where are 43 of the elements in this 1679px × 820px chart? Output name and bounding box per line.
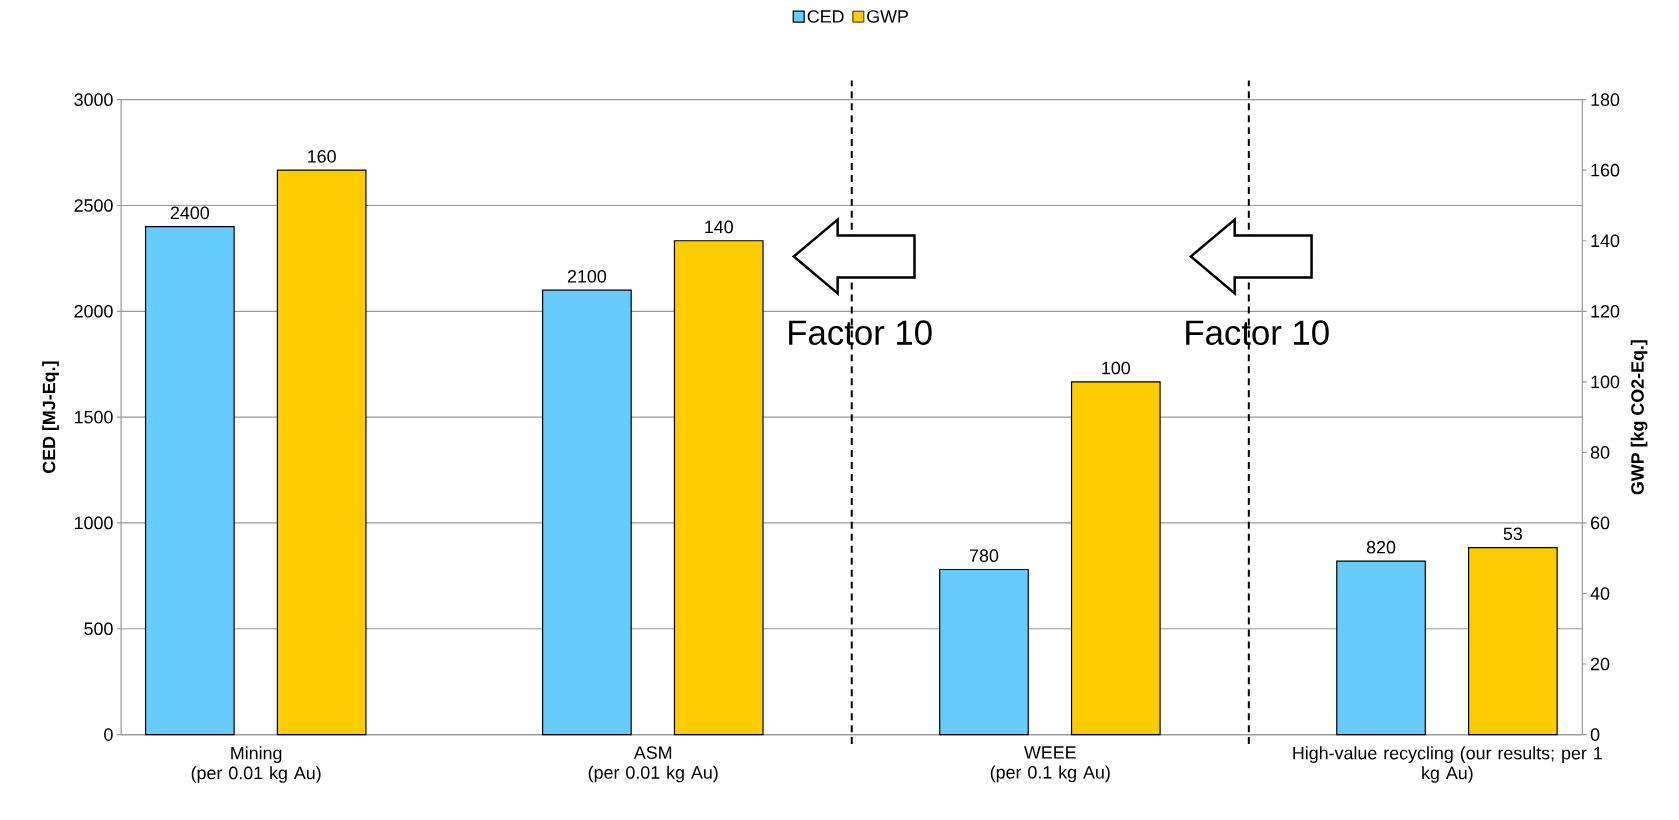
bar (1070, 381, 1161, 736)
bar (542, 289, 632, 736)
data-label: 780 (969, 549, 999, 562)
bar (1468, 546, 1558, 736)
y-axis-title: CED [MJ-Eq.] (42, 361, 59, 473)
data-label: 100 (1102, 361, 1131, 375)
bar (939, 568, 1029, 736)
y2-tick-label: 120 (1591, 304, 1620, 318)
bar (276, 169, 367, 736)
y2-tick-label: 60 (1591, 516, 1610, 530)
y2-tick-label: 80 (1590, 445, 1610, 459)
data-label: 2400 (170, 206, 210, 220)
data-label: 160 (308, 149, 336, 163)
x-tick-label: WEEE (per 0.1 kg Au) (990, 746, 1110, 783)
legend-label: GWP (867, 9, 908, 23)
y-tick-label: 2000 (74, 304, 113, 318)
y-tick-label: 2500 (74, 199, 113, 212)
y-tick-label: 0 (104, 728, 113, 741)
x-tick-label: Mining (per 0.01 kg Au) (191, 746, 321, 783)
y-tick-label: 500 (84, 622, 113, 635)
legend-label: CED (807, 9, 844, 23)
y-tick-label: 1500 (74, 410, 113, 424)
y2-tick-label: 180 (1591, 93, 1620, 106)
y2-axis-title: GWP [kg CO2-Eq.] (1630, 340, 1648, 495)
x-tick-label: High-value recycling (our results; per 1 kg Au) (1293, 746, 1602, 783)
annotation: Factor 10 (1186, 320, 1329, 345)
bar (1336, 560, 1426, 736)
y-tick-label: 3000 (74, 93, 113, 106)
y2-tick-label: 20 (1591, 657, 1610, 671)
data-label: 2100 (567, 269, 607, 283)
x-tick-label: ASM (per 0.01 kg Au) (588, 746, 718, 783)
y2-tick-label: 40 (1590, 587, 1610, 600)
data-label: 820 (1366, 540, 1396, 554)
bar (673, 240, 764, 736)
data-label: 140 (705, 220, 733, 234)
y2-tick-label: 140 (1591, 234, 1620, 247)
y2-tick-label: 100 (1591, 375, 1620, 389)
bar (144, 225, 235, 736)
y2-tick-label: 0 (1590, 728, 1600, 741)
y-tick-label: 1000 (74, 516, 113, 530)
data-label: 53 (1503, 527, 1523, 540)
annotation: Factor 10 (789, 320, 932, 345)
y2-tick-label: 160 (1591, 163, 1620, 177)
